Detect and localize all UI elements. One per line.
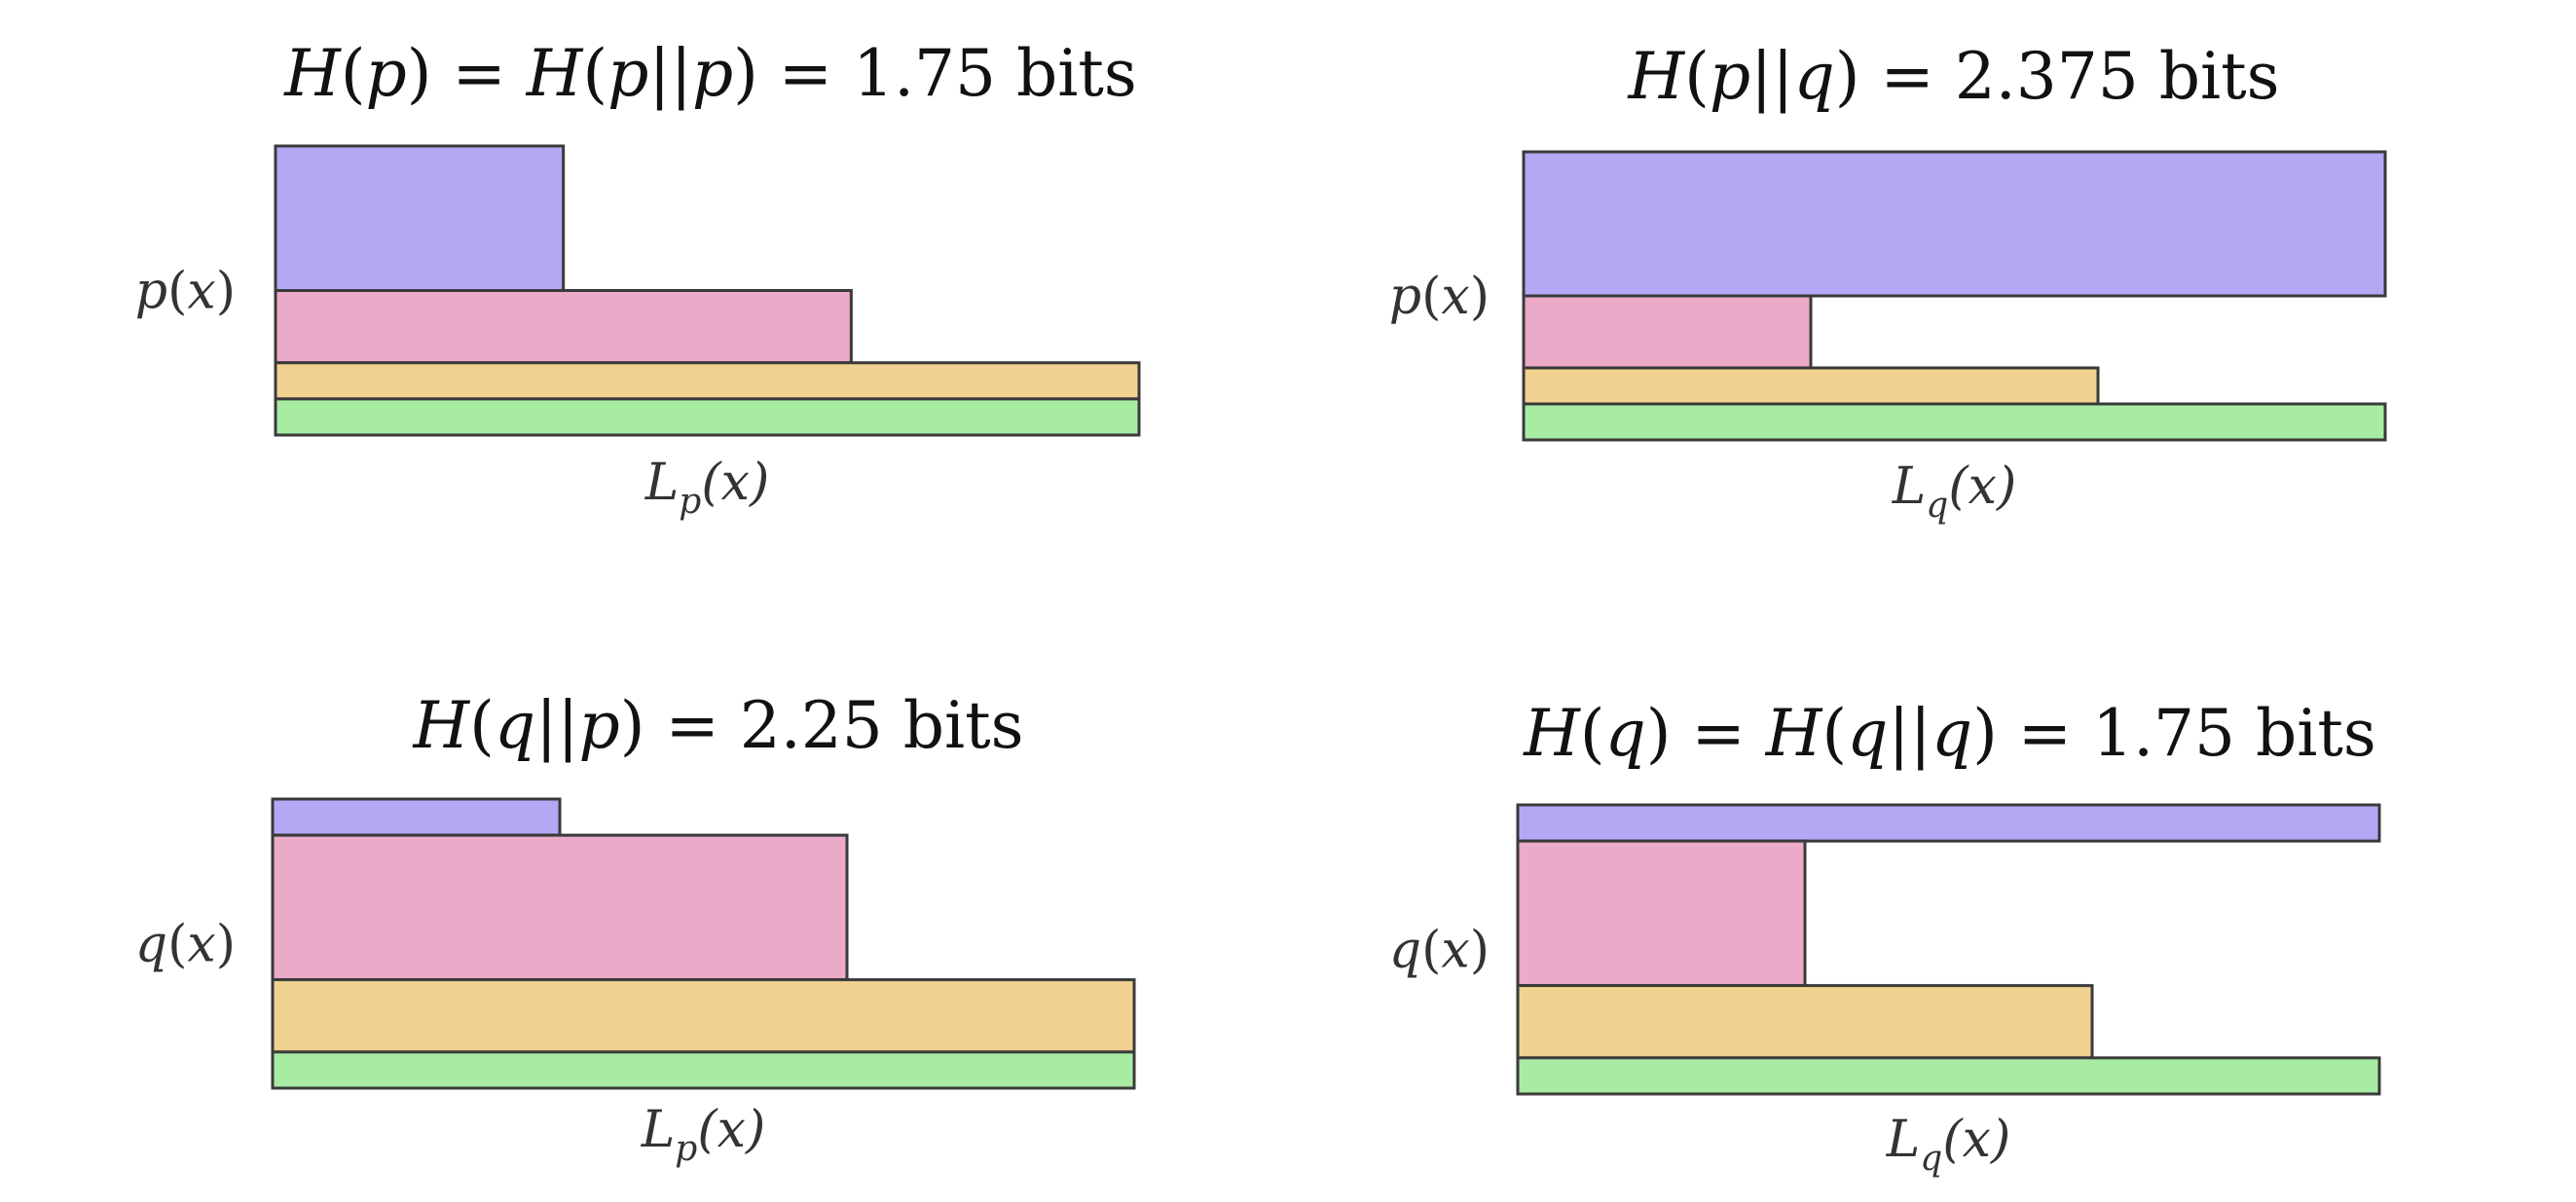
text-run: ) = 1.75 bits <box>1972 696 2376 771</box>
text-run: ( <box>167 916 187 974</box>
text-run: q <box>135 916 167 974</box>
text-run: q <box>1389 922 1421 980</box>
x-label-tail: (x) <box>701 454 769 512</box>
text-run: q <box>1794 39 1835 114</box>
bar-x3 <box>1522 366 2100 406</box>
text-run: ) <box>1470 922 1490 980</box>
text-run: ) = <box>1646 696 1766 771</box>
panel-title: H(q) = H(q||q) = 1.75 bits <box>1523 696 2376 771</box>
text-run: ( <box>1421 922 1441 980</box>
text-run: H <box>413 688 471 763</box>
text-run: || <box>1888 696 1931 771</box>
bar-x2 <box>1516 839 1807 988</box>
text-run: q <box>1932 696 1972 771</box>
bar-x4 <box>1516 1056 2381 1096</box>
bar-x2 <box>1522 294 1813 370</box>
x-label-subscript: q <box>1926 486 1948 526</box>
x-label-tail: (x) <box>1948 457 2016 516</box>
x-axis-label: Lp(x) <box>641 1101 765 1169</box>
text-run: x <box>187 916 215 974</box>
text-run: ) = 1.75 bits <box>733 36 1137 111</box>
bar-x2 <box>274 289 853 365</box>
panel-title: H(p||q) = 2.375 bits <box>1628 39 2280 114</box>
x-label-tail: (x) <box>697 1101 765 1159</box>
text-run: p <box>366 36 407 111</box>
text-run: ( <box>167 263 187 321</box>
bar-x2 <box>271 833 849 982</box>
text-run: x <box>1441 268 1469 326</box>
text-run: ( <box>341 36 366 111</box>
x-axis-label: Lq(x) <box>1892 457 2016 526</box>
x-label-base: L <box>1886 1111 1921 1169</box>
panel-title: H(q||p) = 2.25 bits <box>413 688 1024 763</box>
bar-x4 <box>274 397 1141 437</box>
x-label-subscript: q <box>1920 1139 1942 1179</box>
text-run: q <box>1847 696 1888 771</box>
bar-x4 <box>271 1050 1136 1090</box>
x-axis-label: Lq(x) <box>1886 1111 2010 1179</box>
text-run: || <box>648 36 691 111</box>
text-run: q <box>1605 696 1646 771</box>
text-run: ) = 2.375 bits <box>1835 39 2280 114</box>
x-label-subscript: p <box>675 1129 697 1169</box>
text-run: p <box>579 688 620 763</box>
bar-x1 <box>1522 150 2387 298</box>
bar-x4 <box>1522 402 2387 442</box>
text-run: H <box>1628 39 1686 114</box>
text-run: p <box>1710 39 1750 114</box>
y-axis-label: p(x) <box>135 263 236 321</box>
y-axis-label: p(x) <box>1389 268 1490 326</box>
text-run: ) = <box>407 36 527 111</box>
x-label-base: L <box>1892 457 1927 516</box>
y-axis-label: q(x) <box>135 916 236 974</box>
text-run: x <box>187 263 215 321</box>
text-run: H <box>283 36 342 111</box>
text-run: p <box>607 36 648 111</box>
text-run: p <box>692 36 733 111</box>
panel-title: H(p) = H(p||p) = 1.75 bits <box>283 36 1137 111</box>
text-run: p <box>135 263 167 321</box>
x-label-subscript: p <box>679 482 701 522</box>
text-run: ) <box>216 916 236 974</box>
text-run: ( <box>1580 696 1605 771</box>
text-run: ) <box>1470 268 1490 326</box>
x-label-base: L <box>644 454 680 512</box>
text-run: ) = 2.25 bits <box>620 688 1024 763</box>
text-run: ( <box>1822 696 1847 771</box>
text-run: x <box>1441 922 1469 980</box>
text-run: ( <box>469 688 495 763</box>
text-run: ) <box>216 263 236 321</box>
bar-x3 <box>274 361 1141 401</box>
bar-x1 <box>274 144 566 292</box>
text-run: ( <box>1684 39 1710 114</box>
bar-x1 <box>271 797 562 837</box>
text-run: ( <box>582 36 607 111</box>
x-label-base: L <box>641 1101 676 1159</box>
bar-x3 <box>271 978 1136 1054</box>
bar-x3 <box>1516 984 2094 1060</box>
text-run: || <box>1750 39 1793 114</box>
text-run: p <box>1389 268 1421 326</box>
bar-x1 <box>1516 803 2381 843</box>
text-run: ( <box>1421 268 1441 326</box>
x-axis-label: Lp(x) <box>644 454 769 522</box>
text-run: H <box>1523 696 1581 771</box>
x-label-tail: (x) <box>1942 1111 2010 1169</box>
text-run: H <box>526 36 584 111</box>
text-run: H <box>1765 696 1823 771</box>
text-run: || <box>535 688 578 763</box>
y-axis-label: q(x) <box>1389 922 1490 980</box>
text-run: q <box>495 688 535 763</box>
